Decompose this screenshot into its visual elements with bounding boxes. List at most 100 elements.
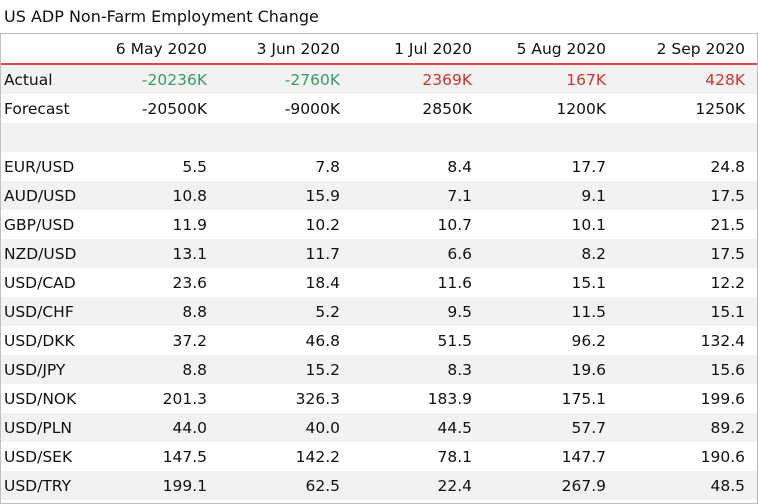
pair-value: 267.9 [561,476,606,495]
pair-value: 10.7 [437,215,472,234]
pair-value: 15.2 [305,360,340,379]
pair-value: 11.6 [437,273,472,292]
pair-label: USD/DKK [4,331,75,350]
pair-value: 10.8 [172,186,207,205]
pair-label: EUR/USD [4,157,75,176]
pair-value: 183.9 [427,389,472,408]
actual-row: Actual -20236K -2760K 2369K 167K 428K [0,64,757,94]
header-date: 6 May 2020 [96,33,219,65]
pair-value: 147.7 [561,447,606,466]
pair-value: 199.6 [700,389,745,408]
empty-cell [484,123,618,152]
pair-value: 15.6 [710,360,745,379]
pair-value: 190.6 [700,447,745,466]
pair-value: 17.7 [571,157,606,176]
pair-value: 22.4 [437,476,472,495]
actual-value: 2369K [422,70,472,89]
row-label: Actual [4,70,53,89]
table-title: US ADP Non-Farm Employment Change [4,7,319,26]
pair-value: 142.2 [295,447,340,466]
header-date: 2 Sep 2020 [618,33,757,65]
pair-label: USD/CAD [4,273,76,292]
pair-value: 11.5 [571,302,606,321]
forecast-value: 2850K [422,99,472,118]
pair-value: 17.5 [710,244,745,263]
pair-value: 5.5 [182,157,207,176]
pair-row: USD/TRY 199.1 62.5 22.4 267.9 48.5 [0,471,757,500]
pair-value: 48.5 [710,476,745,495]
forecast-value: -9000K [284,99,340,118]
pair-value: 175.1 [561,389,606,408]
pair-row: NZD/USD 13.1 11.7 6.6 8.2 17.5 [0,239,757,268]
pair-value: 15.9 [305,186,340,205]
pair-value: 6.6 [447,244,472,263]
pair-row: USD/NOK 201.3 326.3 183.9 175.1 199.6 [0,384,757,413]
pair-value: 8.4 [447,157,472,176]
pair-value: 7.1 [447,186,472,205]
pair-value: 21.5 [710,215,745,234]
empty-cell [0,123,96,152]
actual-value: -2760K [284,70,340,89]
pair-value: 12.2 [710,273,745,292]
pair-label: USD/CHF [4,302,74,321]
header-row: 6 May 2020 3 Jun 2020 1 Jul 2020 5 Aug 2… [0,33,757,65]
pair-value: 44.0 [172,418,207,437]
pair-label: NZD/USD [4,244,77,263]
pair-row: USD/CAD 23.6 18.4 11.6 15.1 12.2 [0,268,757,297]
pair-row: AUD/USD 10.8 15.9 7.1 9.1 17.5 [0,181,757,210]
pair-label: USD/PLN [4,418,72,437]
pair-value: 132.4 [700,331,745,350]
pair-value: 9.1 [581,186,606,205]
forecast-value: -20500K [141,99,207,118]
pair-value: 201.3 [162,389,207,408]
empty-cell [219,123,352,152]
empty-cell [96,123,219,152]
pair-value: 17.5 [710,186,745,205]
pair-row: EUR/USD 5.5 7.8 8.4 17.7 24.8 [0,152,757,181]
pair-value: 78.1 [437,447,472,466]
pair-value: 199.1 [162,476,207,495]
pair-value: 89.2 [710,418,745,437]
pair-value: 96.2 [571,331,606,350]
forecast-row: Forecast -20500K -9000K 2850K 1200K 1250… [0,94,757,123]
pair-row: USD/JPY 8.8 15.2 8.3 19.6 15.6 [0,355,757,384]
pair-label: GBP/USD [4,215,75,234]
pair-value: 9.5 [447,302,472,321]
header-corner [0,33,96,65]
pair-value: 44.5 [437,418,472,437]
pair-value: 46.8 [305,331,340,350]
pair-value: 57.7 [571,418,606,437]
pair-value: 37.2 [172,331,207,350]
employment-table: 6 May 2020 3 Jun 2020 1 Jul 2020 5 Aug 2… [0,33,757,500]
header-date: 1 Jul 2020 [352,33,484,65]
pair-value: 15.1 [710,302,745,321]
row-label: Forecast [4,99,70,118]
pair-value: 19.6 [571,360,606,379]
pair-value: 7.8 [315,157,340,176]
header-date: 5 Aug 2020 [484,33,618,65]
pair-value: 8.3 [447,360,472,379]
pair-value: 23.6 [172,273,207,292]
pair-value: 40.0 [305,418,340,437]
pair-label: USD/SEK [4,447,73,466]
forecast-value: 1250K [695,99,745,118]
pair-value: 5.2 [315,302,340,321]
pair-row: GBP/USD 11.9 10.2 10.7 10.1 21.5 [0,210,757,239]
pair-value: 18.4 [305,273,340,292]
pair-label: USD/TRY [4,476,72,495]
empty-cell [618,123,757,152]
pair-value: 11.9 [172,215,207,234]
pair-value: 8.2 [581,244,606,263]
pair-label: USD/JPY [4,360,66,379]
pair-value: 51.5 [437,331,472,350]
pair-value: 10.1 [571,215,606,234]
pair-value: 10.2 [305,215,340,234]
pair-row: USD/PLN 44.0 40.0 44.5 57.7 89.2 [0,413,757,442]
pair-value: 62.5 [305,476,340,495]
pair-label: USD/NOK [4,389,77,408]
pair-value: 8.8 [182,360,207,379]
pair-value: 147.5 [162,447,207,466]
forecast-value: 1200K [556,99,606,118]
header-date: 3 Jun 2020 [219,33,352,65]
